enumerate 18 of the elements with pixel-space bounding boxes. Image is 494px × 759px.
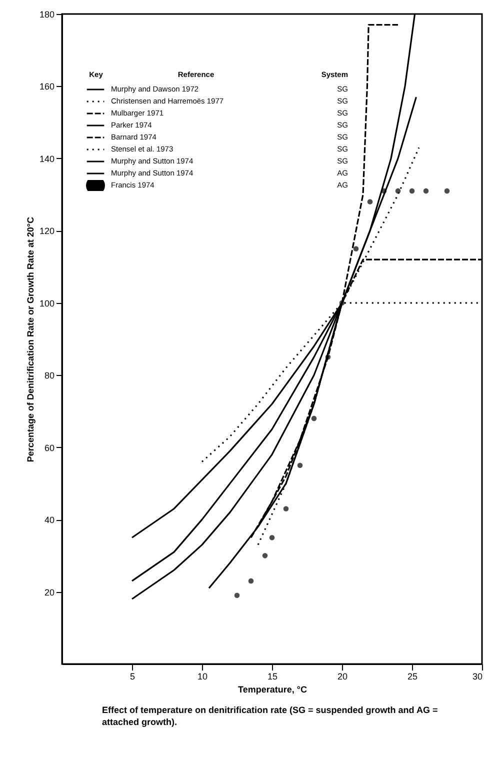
y-tick-label: 100 [39, 298, 54, 308]
x-tick-label: 30 [472, 672, 482, 682]
x-tick-label: 10 [197, 672, 208, 682]
y-tick-label: 140 [39, 154, 54, 164]
y-tick-label: 160 [39, 82, 54, 92]
text: Effect of temperature on denitrification rate (SG = suspended growth and AG = attached growth). [102, 705, 438, 727]
y-tick-label: 80 [44, 370, 54, 381]
x-tick-label: 15 [267, 672, 278, 682]
y-tick-label: 180 [39, 10, 54, 20]
x-tick-label: 20 [337, 672, 348, 682]
x-tick-label: 5 [130, 672, 136, 682]
y-axis-title: Percentage of Denitrification Rate or Growth Rate at 20°C [25, 216, 36, 462]
x-tick-label: 25 [407, 672, 418, 682]
y-tick-label: 60 [44, 442, 54, 453]
y-tick-label: 40 [44, 515, 54, 526]
y-tick-label: 20 [44, 587, 54, 598]
x-axis-title: Temperature, °C [238, 684, 308, 694]
y-tick-label: 120 [39, 226, 54, 236]
